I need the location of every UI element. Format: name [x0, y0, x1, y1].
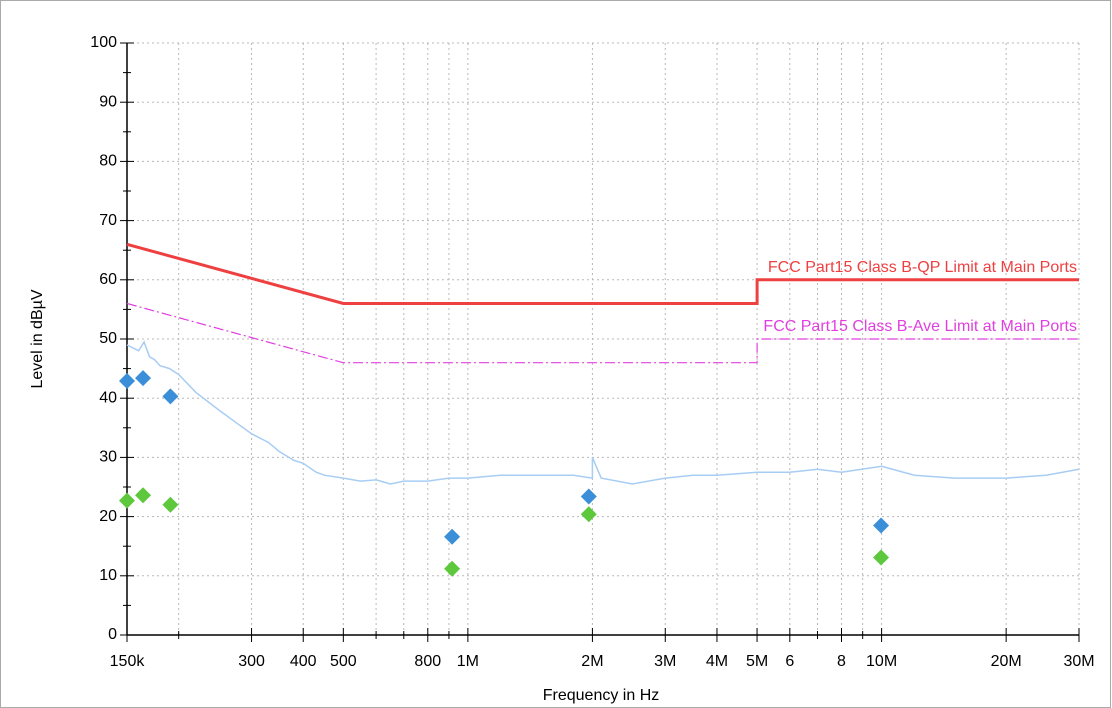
y-axis-label: Level in dBµV — [29, 289, 46, 388]
series-line — [126, 242, 1079, 305]
x-tick-label: 300 — [238, 653, 265, 670]
y-tick-label: 50 — [99, 330, 117, 347]
y-tick-label: 40 — [99, 389, 117, 406]
x-tick-label: 2M — [581, 653, 603, 670]
y-tick-label: 60 — [99, 271, 117, 288]
series-label: FCC Part15 Class B-QP Limit at Main Port… — [768, 259, 1077, 276]
x-tick-label: 5M — [746, 653, 768, 670]
y-tick-label: 100 — [90, 34, 117, 51]
y-tick-label: 90 — [99, 93, 117, 110]
marker — [119, 492, 135, 509]
y-tick-label: 30 — [99, 449, 117, 466]
marker — [444, 528, 461, 545]
x-tick-label: 20M — [991, 653, 1022, 670]
y-tick-label: 70 — [99, 212, 117, 229]
x-tick-label: 500 — [330, 653, 357, 670]
x-tick-label: 30M — [1063, 653, 1094, 670]
marker — [444, 560, 461, 577]
marker — [119, 373, 135, 390]
marker — [135, 487, 152, 504]
x-tick-label: 6 — [785, 653, 794, 670]
marker — [135, 370, 152, 387]
y-tick-label: 10 — [99, 567, 117, 584]
x-tick-label: 150k — [110, 653, 146, 670]
y-tick-label: 0 — [108, 626, 117, 643]
marker — [162, 388, 179, 405]
x-tick-label: 3M — [654, 653, 676, 670]
marker — [873, 517, 890, 534]
x-tick-label: 1M — [457, 653, 479, 670]
marker — [580, 488, 597, 505]
marker — [580, 506, 597, 523]
series-line — [126, 340, 1080, 485]
y-tick-label: 20 — [99, 508, 117, 525]
series-label: FCC Part15 Class B-Ave Limit at Main Por… — [763, 318, 1077, 335]
y-tick-label: 80 — [99, 153, 117, 170]
x-tick-label: 800 — [414, 653, 441, 670]
series-line — [126, 302, 1079, 364]
x-tick-label: 10M — [866, 653, 897, 670]
marker — [873, 549, 890, 566]
x-tick-label: 400 — [290, 653, 317, 670]
x-tick-label: 4M — [706, 653, 728, 670]
x-axis-label: Frequency in Hz — [543, 687, 660, 704]
marker — [162, 496, 179, 513]
x-tick-label: 8 — [837, 653, 846, 670]
